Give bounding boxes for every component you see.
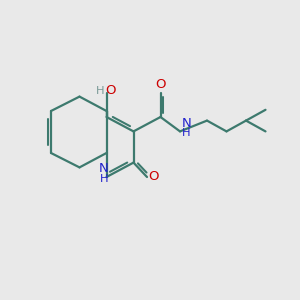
- Text: O: O: [106, 84, 116, 97]
- Text: O: O: [155, 78, 166, 91]
- Text: H: H: [100, 173, 108, 184]
- Text: H: H: [182, 128, 191, 138]
- Text: N: N: [99, 162, 109, 175]
- Text: H: H: [96, 85, 105, 96]
- Text: N: N: [182, 117, 191, 130]
- Text: O: O: [148, 170, 159, 184]
